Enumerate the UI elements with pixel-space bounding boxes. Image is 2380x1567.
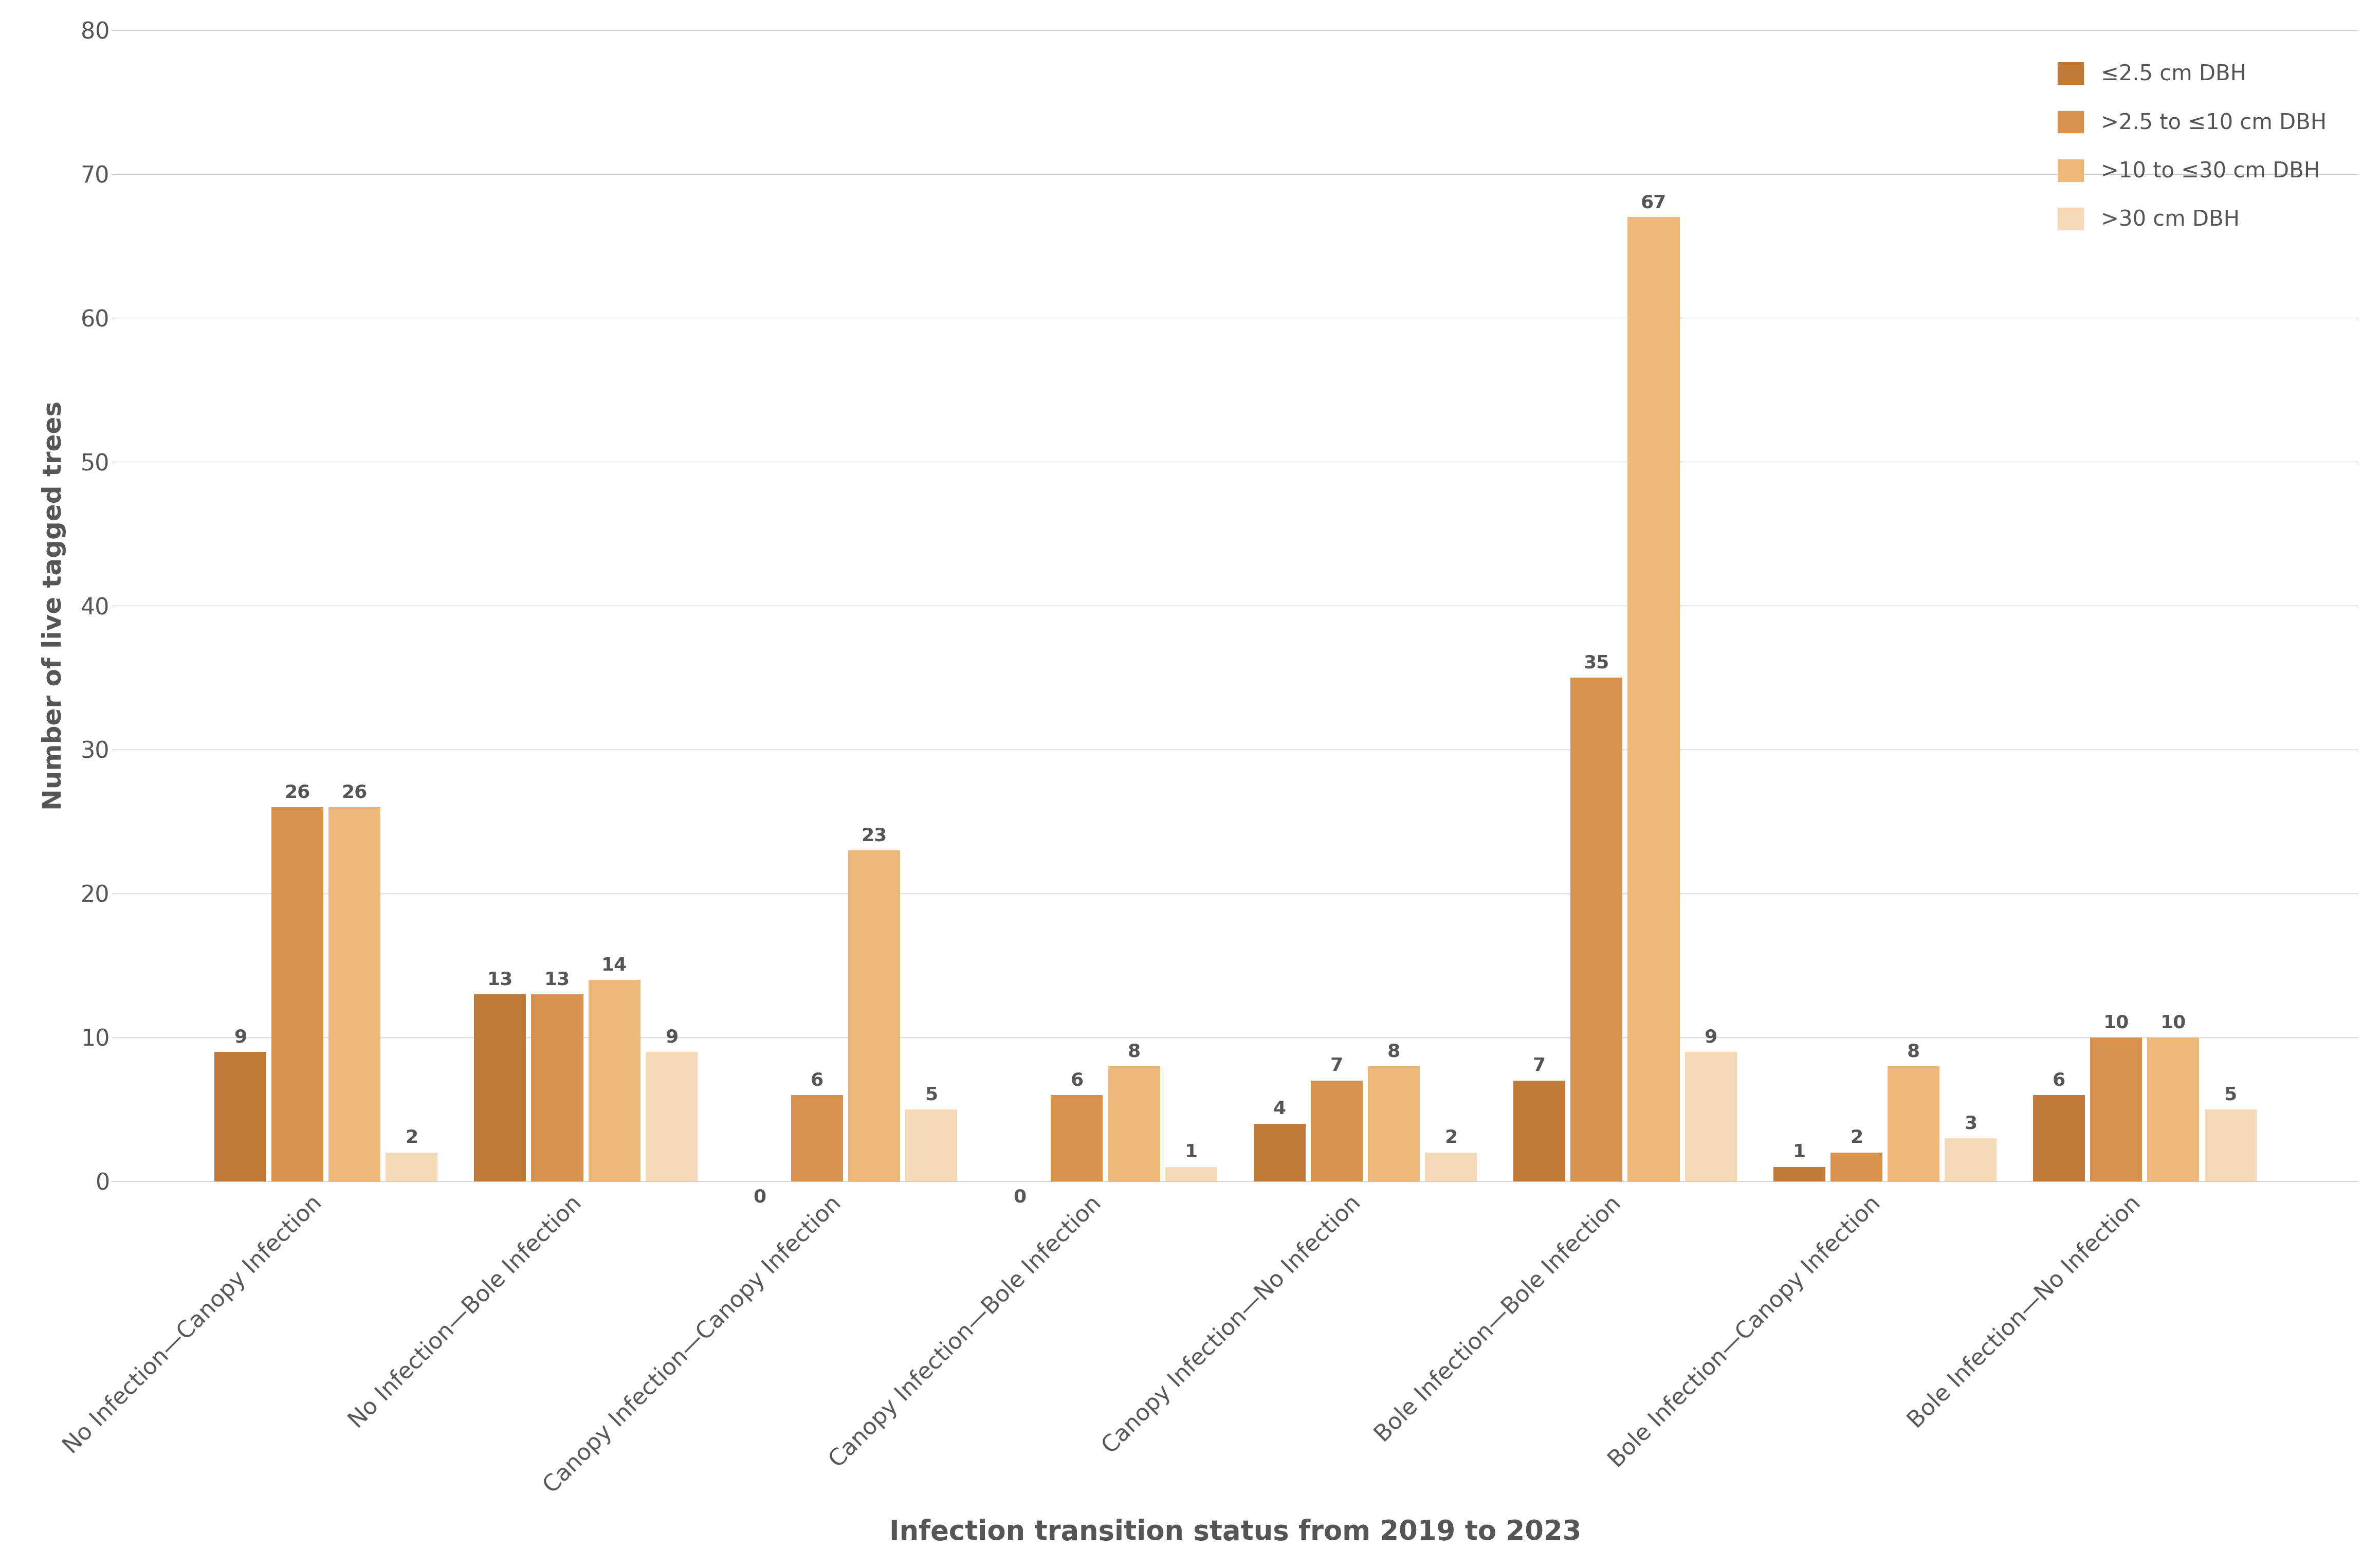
Legend: ≤2.5 cm DBH, >2.5 to ≤10 cm DBH, >10 to ≤30 cm DBH, >30 cm DBH: ≤2.5 cm DBH, >2.5 to ≤10 cm DBH, >10 to … — [2037, 41, 2349, 252]
Bar — [1368, 1066, 1421, 1182]
Bar — [1628, 218, 1680, 1182]
Bar — [1685, 1051, 1737, 1182]
Text: 7: 7 — [1533, 1058, 1547, 1075]
Text: 2: 2 — [1849, 1130, 1864, 1147]
Bar — [847, 851, 900, 1182]
Bar — [645, 1051, 697, 1182]
Bar — [1887, 1066, 1940, 1182]
Text: 1: 1 — [1792, 1144, 1806, 1161]
Text: 2: 2 — [405, 1130, 419, 1147]
Bar — [474, 993, 526, 1182]
Text: 67: 67 — [1640, 194, 1666, 212]
Text: 6: 6 — [1071, 1072, 1083, 1089]
Text: 35: 35 — [1583, 655, 1609, 672]
Text: 7: 7 — [1330, 1058, 1342, 1075]
Bar — [2204, 1109, 2256, 1182]
Text: 0: 0 — [754, 1188, 766, 1207]
Bar — [1052, 1095, 1102, 1182]
Text: 10: 10 — [2104, 1014, 2130, 1031]
Text: 23: 23 — [862, 827, 888, 845]
Bar — [1426, 1152, 1478, 1182]
Text: 2: 2 — [1445, 1130, 1457, 1147]
Bar — [2033, 1095, 2085, 1182]
Text: 8: 8 — [1906, 1044, 1921, 1061]
Text: 26: 26 — [286, 784, 309, 801]
Bar — [2147, 1037, 2199, 1182]
Bar — [531, 993, 583, 1182]
Bar — [1514, 1081, 1566, 1182]
Bar — [1166, 1167, 1216, 1182]
Bar — [1944, 1138, 1997, 1182]
Text: 10: 10 — [2161, 1014, 2187, 1031]
Bar — [904, 1109, 957, 1182]
Bar — [1109, 1066, 1159, 1182]
Bar — [328, 807, 381, 1182]
Y-axis label: Number of live tagged trees: Number of live tagged trees — [40, 401, 67, 810]
Text: 3: 3 — [1964, 1114, 1978, 1133]
Text: 6: 6 — [812, 1072, 823, 1089]
X-axis label: Infection transition status from 2019 to 2023: Infection transition status from 2019 to… — [890, 1518, 1580, 1545]
Text: 0: 0 — [1014, 1188, 1026, 1207]
Bar — [588, 979, 640, 1182]
Text: 13: 13 — [545, 972, 571, 989]
Text: 9: 9 — [664, 1028, 678, 1045]
Bar — [1311, 1081, 1364, 1182]
Text: 13: 13 — [488, 972, 514, 989]
Text: 5: 5 — [2223, 1086, 2237, 1103]
Text: 8: 8 — [1128, 1044, 1140, 1061]
Text: 9: 9 — [233, 1028, 248, 1045]
Bar — [790, 1095, 843, 1182]
Bar — [1830, 1152, 1883, 1182]
Text: 6: 6 — [2052, 1072, 2066, 1089]
Text: 5: 5 — [926, 1086, 938, 1103]
Bar — [2090, 1037, 2142, 1182]
Text: 14: 14 — [602, 956, 628, 975]
Text: 26: 26 — [343, 784, 367, 801]
Bar — [1254, 1124, 1307, 1182]
Text: 1: 1 — [1185, 1144, 1197, 1161]
Bar — [1571, 677, 1623, 1182]
Bar — [214, 1051, 267, 1182]
Bar — [386, 1152, 438, 1182]
Bar — [1773, 1167, 1825, 1182]
Text: 8: 8 — [1388, 1044, 1399, 1061]
Bar — [271, 807, 324, 1182]
Text: 9: 9 — [1704, 1028, 1718, 1045]
Text: 4: 4 — [1273, 1100, 1285, 1117]
